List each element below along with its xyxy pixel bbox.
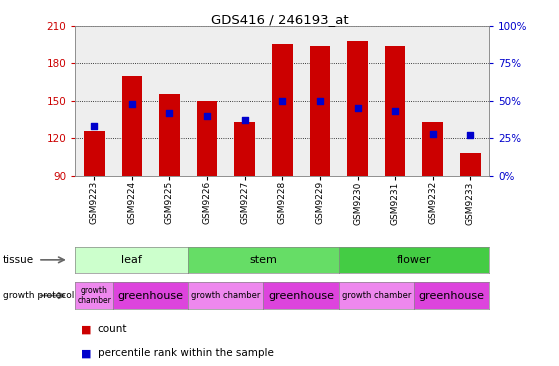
Text: ■: ■ (81, 348, 92, 358)
Text: growth
chamber: growth chamber (77, 286, 111, 305)
Text: tissue: tissue (3, 255, 34, 265)
Text: greenhouse: greenhouse (268, 291, 334, 300)
Text: greenhouse: greenhouse (419, 291, 485, 300)
Text: GDS416 / 246193_at: GDS416 / 246193_at (211, 13, 348, 26)
Bar (84, 131, 105, 176)
Text: stem: stem (249, 255, 277, 265)
Point (127, 101, 136, 107)
Text: greenhouse: greenhouse (118, 291, 184, 300)
Text: count: count (98, 324, 127, 335)
Bar (159, 94, 180, 176)
Text: growth protocol: growth protocol (3, 291, 74, 300)
Bar (310, 46, 330, 176)
Point (391, 108, 400, 114)
Point (428, 131, 437, 137)
Bar (347, 41, 368, 176)
Point (466, 132, 475, 138)
Bar (460, 153, 481, 176)
Text: growth chamber: growth chamber (342, 291, 411, 300)
Text: ■: ■ (81, 324, 92, 335)
Bar (121, 76, 142, 176)
Bar (197, 101, 217, 176)
Point (90, 123, 99, 129)
Point (202, 113, 211, 119)
Point (165, 110, 174, 116)
Text: leaf: leaf (121, 255, 143, 265)
Text: percentile rank within the sample: percentile rank within the sample (98, 348, 274, 358)
Point (315, 98, 324, 104)
Point (353, 105, 362, 111)
Bar (272, 44, 293, 176)
Text: flower: flower (397, 255, 431, 265)
Bar (385, 46, 405, 176)
Text: growth chamber: growth chamber (191, 291, 260, 300)
Point (278, 98, 287, 104)
Bar (423, 122, 443, 176)
Bar (234, 122, 255, 176)
Point (240, 117, 249, 123)
